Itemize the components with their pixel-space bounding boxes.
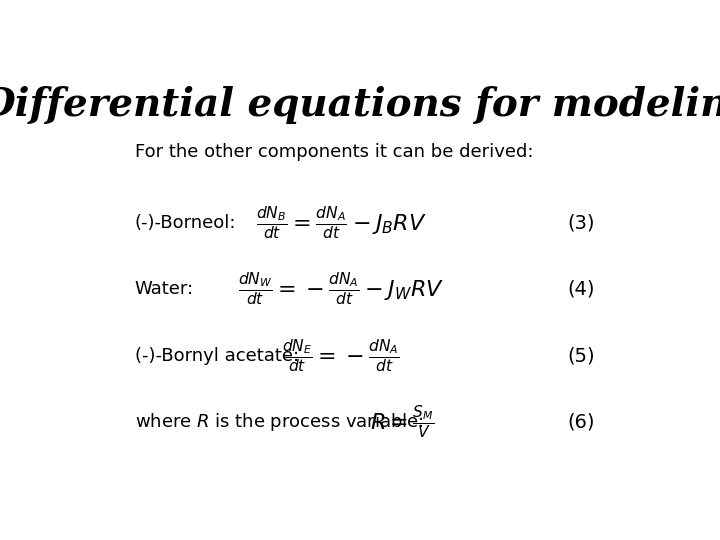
Text: $\frac{dN_E}{dt} = -\frac{dN_A}{dt}$: $\frac{dN_E}{dt} = -\frac{dN_A}{dt}$ xyxy=(282,337,400,375)
Text: Differential equations for modeling: Differential equations for modeling xyxy=(0,85,720,124)
Text: $\frac{dN_W}{dt} = -\frac{dN_A}{dt} - J_W RV$: $\frac{dN_W}{dt} = -\frac{dN_A}{dt} - J_… xyxy=(238,271,444,308)
Text: where $R$ is the process variable:: where $R$ is the process variable: xyxy=(135,411,423,434)
Text: (-)-Borneol:: (-)-Borneol: xyxy=(135,214,236,232)
Text: $\frac{dN_B}{dt} = \frac{dN_A}{dt} - J_B RV$: $\frac{dN_B}{dt} = \frac{dN_A}{dt} - J_B… xyxy=(256,204,426,241)
Text: (4): (4) xyxy=(567,280,595,299)
Text: (5): (5) xyxy=(567,346,595,366)
Text: $R = \frac{S_M}{V}$: $R = \frac{S_M}{V}$ xyxy=(370,404,435,441)
Text: (-)-Bornyl acetate:: (-)-Bornyl acetate: xyxy=(135,347,299,365)
Text: Water:: Water: xyxy=(135,280,194,298)
Text: For the other components it can be derived:: For the other components it can be deriv… xyxy=(135,143,533,161)
Text: (6): (6) xyxy=(567,413,595,432)
Text: (3): (3) xyxy=(567,213,595,232)
